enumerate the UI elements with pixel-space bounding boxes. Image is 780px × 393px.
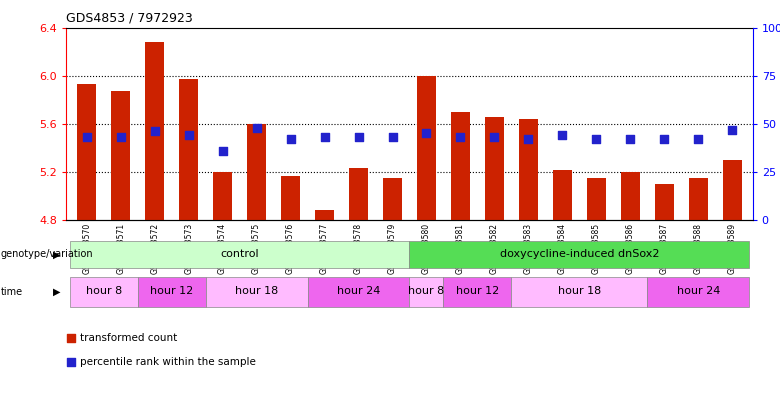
Text: hour 12: hour 12 bbox=[150, 286, 193, 296]
Text: hour 12: hour 12 bbox=[456, 286, 499, 296]
Point bbox=[285, 136, 297, 142]
Bar bbox=[689, 178, 707, 220]
Point bbox=[115, 134, 127, 140]
Bar bbox=[69, 277, 137, 307]
Text: hour 8: hour 8 bbox=[409, 286, 445, 296]
Text: hour 24: hour 24 bbox=[676, 286, 720, 296]
Bar bbox=[77, 84, 96, 220]
Text: hour 8: hour 8 bbox=[86, 286, 122, 296]
Point bbox=[250, 125, 263, 131]
Point bbox=[386, 134, 399, 140]
Bar bbox=[655, 184, 674, 220]
Text: ▶: ▶ bbox=[53, 287, 61, 297]
Point bbox=[183, 132, 195, 138]
Text: control: control bbox=[220, 249, 259, 259]
Bar bbox=[282, 176, 300, 220]
Bar bbox=[112, 91, 130, 220]
Bar bbox=[69, 241, 410, 268]
Bar bbox=[213, 172, 232, 220]
Bar bbox=[444, 277, 512, 307]
Point bbox=[148, 129, 161, 135]
Bar bbox=[512, 277, 647, 307]
Point bbox=[66, 359, 78, 365]
Point bbox=[556, 132, 569, 138]
Point bbox=[318, 134, 331, 140]
Text: ▶: ▶ bbox=[53, 250, 61, 259]
Bar bbox=[307, 277, 410, 307]
Bar bbox=[410, 241, 750, 268]
Point bbox=[488, 134, 501, 140]
Point bbox=[80, 134, 93, 140]
Bar bbox=[519, 119, 537, 220]
Text: GDS4853 / 7972923: GDS4853 / 7972923 bbox=[66, 12, 193, 25]
Point bbox=[454, 134, 466, 140]
Text: time: time bbox=[1, 287, 23, 297]
Bar bbox=[587, 178, 606, 220]
Bar bbox=[485, 117, 504, 220]
Bar bbox=[206, 277, 307, 307]
Bar bbox=[621, 172, 640, 220]
Point bbox=[216, 148, 229, 154]
Bar bbox=[417, 75, 436, 220]
Bar bbox=[145, 42, 164, 220]
Point bbox=[590, 136, 603, 142]
Bar bbox=[247, 124, 266, 220]
Point bbox=[353, 134, 365, 140]
Bar bbox=[723, 160, 742, 220]
Bar bbox=[137, 277, 206, 307]
Point bbox=[66, 334, 78, 341]
Text: doxycycline-induced dnSox2: doxycycline-induced dnSox2 bbox=[500, 249, 659, 259]
Bar bbox=[315, 210, 334, 220]
Bar bbox=[647, 277, 750, 307]
Point bbox=[658, 136, 671, 142]
Bar bbox=[553, 169, 572, 220]
Point bbox=[692, 136, 704, 142]
Point bbox=[420, 130, 433, 136]
Text: percentile rank within the sample: percentile rank within the sample bbox=[80, 357, 256, 367]
Text: transformed count: transformed count bbox=[80, 332, 177, 343]
Bar bbox=[410, 277, 444, 307]
Text: hour 18: hour 18 bbox=[558, 286, 601, 296]
Point bbox=[522, 136, 534, 142]
Bar bbox=[383, 178, 402, 220]
Bar bbox=[451, 112, 470, 220]
Text: hour 24: hour 24 bbox=[337, 286, 380, 296]
Text: genotype/variation: genotype/variation bbox=[1, 250, 94, 259]
Bar bbox=[349, 168, 368, 220]
Point bbox=[726, 127, 739, 133]
Point bbox=[624, 136, 636, 142]
Text: hour 18: hour 18 bbox=[235, 286, 278, 296]
Bar bbox=[179, 79, 198, 220]
